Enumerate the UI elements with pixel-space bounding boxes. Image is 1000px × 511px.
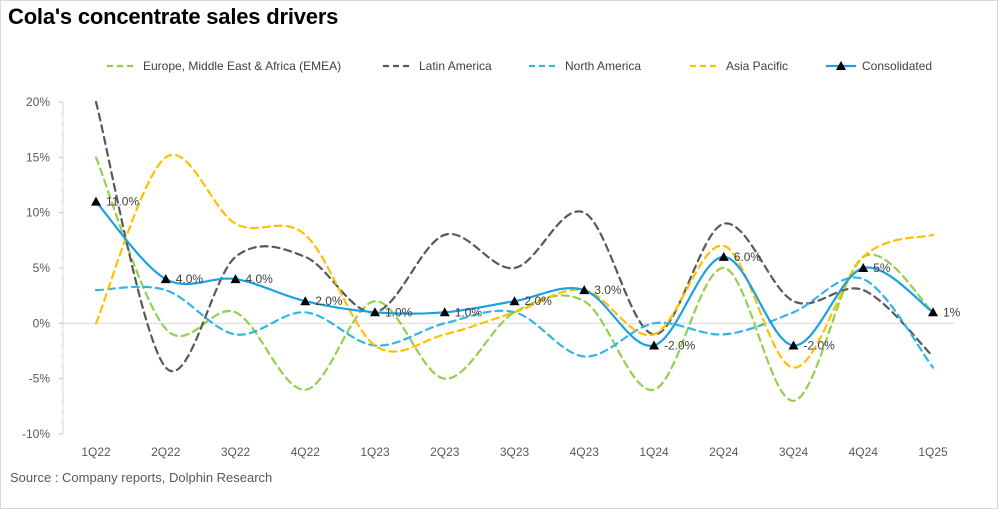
data-label: 1.0% bbox=[385, 305, 413, 319]
data-label: 2.0% bbox=[315, 294, 343, 308]
data-point-marker bbox=[439, 307, 450, 317]
chart-title: Cola's concentrate sales drivers bbox=[8, 4, 339, 29]
data-label: 1.0% bbox=[455, 305, 483, 319]
data-point-marker bbox=[788, 340, 799, 350]
data-label: 6.0% bbox=[734, 250, 762, 264]
y-tick-label: 5% bbox=[33, 261, 51, 275]
legend-label: Asia Pacific bbox=[726, 59, 788, 73]
legend-marker bbox=[836, 61, 846, 70]
x-tick-label: 2Q22 bbox=[151, 445, 181, 459]
legend-item-europe-middle-east-africa-emea: Europe, Middle East & Africa (EMEA) bbox=[107, 59, 341, 73]
legend-item-latin-america: Latin America bbox=[383, 59, 492, 73]
data-label: 4.0% bbox=[246, 272, 274, 286]
y-tick-label: 0% bbox=[33, 316, 51, 330]
legend-label: Europe, Middle East & Africa (EMEA) bbox=[143, 59, 341, 73]
legend-item-consolidated: Consolidated bbox=[826, 59, 932, 73]
data-label: 4.0% bbox=[176, 272, 204, 286]
x-tick-label: 4Q23 bbox=[570, 445, 600, 459]
data-label: 11.0% bbox=[106, 195, 139, 209]
data-point-marker bbox=[91, 196, 101, 206]
series-layer bbox=[94, 100, 935, 402]
data-point-marker bbox=[928, 307, 938, 317]
x-tick-label: 1Q24 bbox=[639, 445, 669, 459]
legend-label: Consolidated bbox=[862, 59, 932, 73]
x-tick-label: 1Q22 bbox=[81, 445, 111, 459]
series-line-europe-middle-east-africa-emea bbox=[94, 156, 935, 402]
data-point-marker bbox=[858, 263, 869, 272]
data-label: 2.0% bbox=[525, 294, 553, 308]
data-point-marker bbox=[579, 285, 590, 295]
series-line-consolidated bbox=[94, 200, 935, 347]
data-point-marker bbox=[160, 274, 171, 284]
data-point-marker bbox=[230, 274, 241, 284]
legend-item-asia-pacific: Asia Pacific bbox=[690, 59, 788, 73]
y-tick-label: 10% bbox=[26, 206, 50, 220]
data-point-marker bbox=[649, 340, 659, 350]
data-point-marker bbox=[370, 307, 380, 317]
x-tick-label: 3Q24 bbox=[779, 445, 809, 459]
y-tick-label: 20% bbox=[26, 95, 50, 109]
y-tick-label: 15% bbox=[26, 150, 50, 164]
data-label: 3.0% bbox=[594, 283, 622, 297]
y-tick-label: -10% bbox=[22, 427, 50, 441]
series-line-latin-america bbox=[94, 100, 935, 373]
data-label: 5% bbox=[873, 261, 891, 275]
data-point-marker bbox=[509, 296, 520, 306]
x-tick-label: 1Q25 bbox=[918, 445, 948, 459]
x-tick-label: 4Q24 bbox=[849, 445, 879, 459]
x-tick-label: 4Q22 bbox=[291, 445, 321, 459]
series-line-asia-pacific bbox=[94, 153, 935, 369]
legend-label: Latin America bbox=[419, 59, 492, 73]
legend-item-north-america: North America bbox=[529, 59, 641, 73]
x-tick-label: 3Q23 bbox=[500, 445, 530, 459]
x-tick-label: 2Q24 bbox=[709, 445, 739, 459]
series-line-north-america bbox=[94, 276, 935, 369]
chart-legend: Europe, Middle East & Africa (EMEA) Latin… bbox=[107, 59, 932, 73]
x-tick-label: 1Q23 bbox=[360, 445, 390, 459]
data-label: -2.0% bbox=[664, 338, 696, 352]
data-label: 1% bbox=[943, 305, 961, 319]
markers-layer bbox=[91, 196, 938, 350]
data-label: -2.0% bbox=[804, 338, 836, 352]
x-tick-label: 2Q23 bbox=[430, 445, 460, 459]
data-point-marker bbox=[718, 251, 729, 261]
data-labels-layer: 11.0% 4.0% 4.0% 2.0% 1.0% 1.0% 2.0% 3.0% -2.0% 6.… bbox=[106, 195, 961, 353]
source-note: Source : Company reports, Dolphin Resear… bbox=[10, 470, 273, 485]
data-point-marker bbox=[300, 296, 311, 306]
legend-label: North America bbox=[565, 59, 641, 73]
y-tick-label: -5% bbox=[29, 372, 51, 386]
chart-axes: -10% -5% 0% 5% 10% 15% 20% 1Q22 2Q22 3Q22 4Q22 1Q23… bbox=[22, 95, 955, 459]
x-tick-label: 3Q22 bbox=[221, 445, 251, 459]
